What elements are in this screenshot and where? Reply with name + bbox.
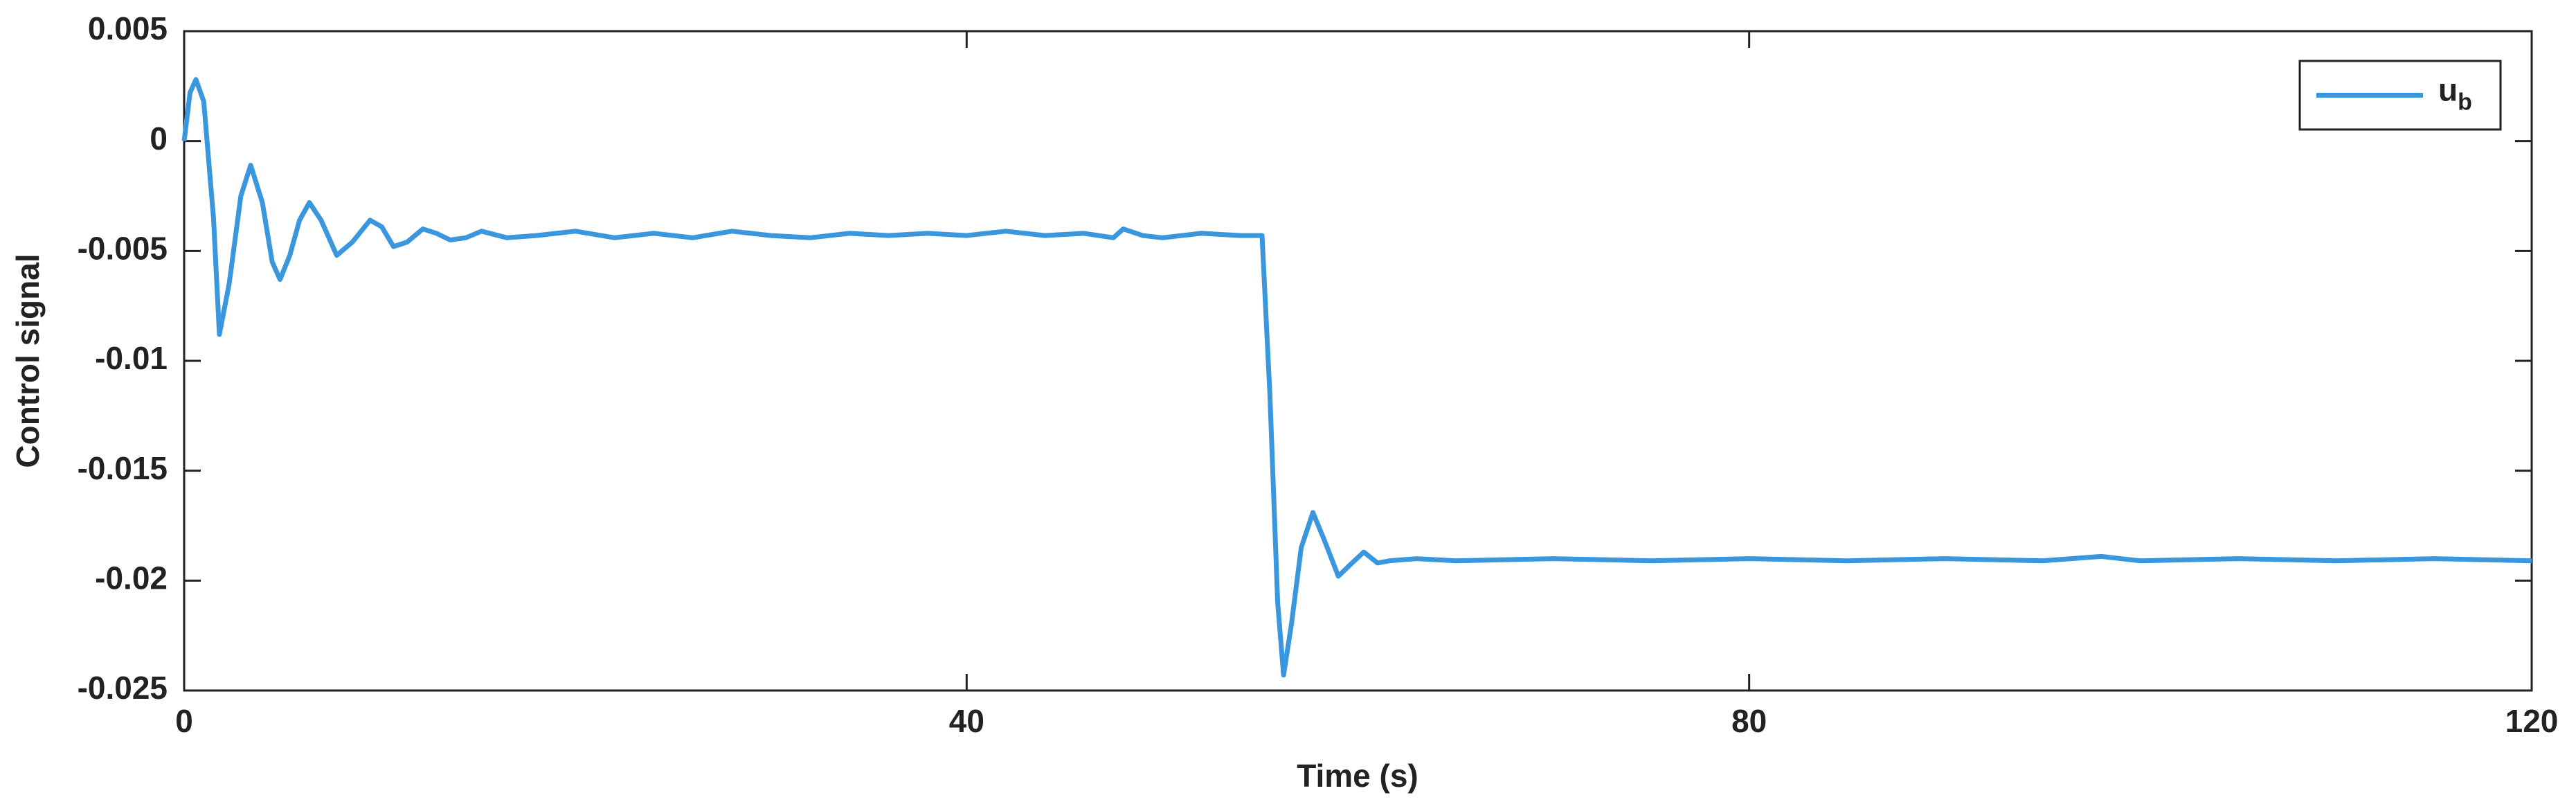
line-series — [181, 77, 2532, 678]
legend-label-subscript: b — [2458, 89, 2472, 115]
y-tick-label: -0.025 — [78, 670, 168, 706]
y-axis-label: Control signal — [10, 253, 46, 467]
legend: ub — [2298, 60, 2502, 131]
y-tick-label: 0 — [150, 121, 168, 157]
legend-label: ub — [2438, 72, 2472, 116]
y-tick-label: -0.015 — [78, 450, 168, 486]
x-tick-label: 40 — [949, 703, 984, 739]
x-tick-label: 80 — [1731, 703, 1767, 739]
y-tick-label: 0.005 — [88, 10, 168, 46]
y-tick-label: -0.02 — [95, 560, 168, 596]
legend-label-main: u — [2438, 72, 2458, 108]
x-axis-label: Time (s) — [1297, 758, 1418, 794]
y-tick-label: -0.01 — [95, 340, 168, 376]
x-tick-label: 0 — [175, 703, 193, 739]
y-tick-label: -0.005 — [78, 230, 168, 266]
plot-frame — [183, 30, 2533, 692]
x-tick-label: 120 — [2505, 703, 2559, 739]
